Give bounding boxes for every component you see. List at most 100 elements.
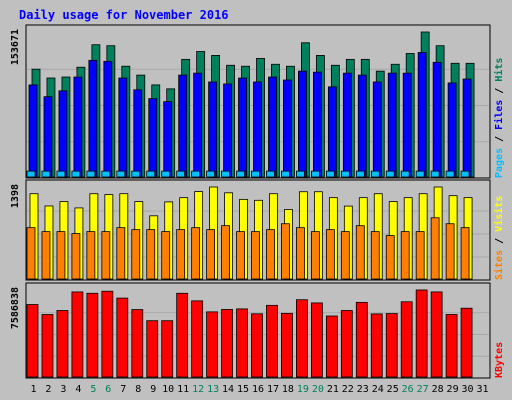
bar-sites	[236, 231, 245, 280]
panel-kbytes: 7586838 KBytes	[10, 282, 505, 379]
day-axis-labels: 1 2 3 4 5 6 7 8 9 10 11 12 13 14 15 16 17 18 19 20 21 22 23 24 2…	[30, 384, 488, 395]
day-label: 16	[252, 384, 264, 395]
bar-pages	[146, 170, 156, 178]
bar-pages	[56, 170, 66, 178]
day-label: 6	[105, 384, 111, 395]
bar-kbytes	[191, 300, 204, 378]
bar-pages	[400, 170, 410, 178]
day-label: 23	[357, 384, 369, 395]
bar-pages	[41, 170, 51, 178]
bar-files	[268, 76, 277, 178]
bar-kbytes	[251, 313, 263, 378]
day-label: 31	[476, 384, 488, 395]
day-label: 14	[222, 384, 234, 395]
bar-files	[118, 77, 128, 178]
side-legend-label: Pages / Files / Hits	[493, 58, 505, 178]
bar-kbytes	[176, 292, 189, 378]
bar-files	[312, 71, 322, 178]
bar-pages	[131, 170, 141, 178]
day-label: 27	[417, 384, 429, 395]
side-legend-label: KBytes	[494, 342, 505, 378]
day-label: 17	[267, 384, 279, 395]
bar-files	[342, 72, 352, 178]
bar-sites	[340, 231, 350, 280]
day-label: 11	[177, 384, 189, 395]
legend-separator: /	[494, 232, 505, 250]
bar-files	[73, 76, 83, 178]
side-legend-label: Sites / Visits	[493, 196, 505, 280]
bar-files	[387, 72, 397, 178]
y-max-label: 7586838	[10, 287, 21, 329]
legend-separator: /	[494, 82, 505, 100]
bar-files	[462, 78, 472, 178]
bar-kbytes	[430, 291, 443, 378]
bar-pages	[340, 170, 350, 178]
legend-files: Files	[493, 100, 505, 130]
bar-pages	[71, 170, 81, 178]
bar-pages	[116, 170, 126, 178]
bar-sites	[430, 217, 440, 280]
bar-pages	[325, 170, 335, 178]
y-max-label: 153671	[10, 29, 21, 65]
panel-hits-files-pages: 153671 Pages / Files / Hits	[10, 24, 505, 179]
bar-sites	[86, 231, 96, 280]
bar-files	[372, 81, 382, 178]
bar-kbytes	[131, 309, 144, 378]
day-label: 1	[30, 384, 36, 395]
bar-pages	[26, 170, 36, 178]
bar-pages	[355, 170, 365, 178]
y-max-label: 1398	[10, 184, 21, 208]
bar-sites	[176, 229, 186, 280]
bar-kbytes	[310, 302, 323, 378]
bar-kbytes	[266, 304, 278, 378]
day-label: 12	[192, 384, 204, 395]
bar-files	[208, 81, 218, 178]
bar-sites	[161, 231, 171, 280]
bar-files	[357, 74, 367, 178]
bar-pages	[161, 170, 171, 178]
bar-kbytes	[101, 290, 114, 378]
bar-pages	[236, 170, 245, 178]
bar-kbytes	[206, 311, 219, 378]
bar-pages	[370, 170, 380, 178]
bar-pages	[191, 170, 201, 178]
bar-files	[58, 90, 68, 178]
bar-kbytes	[221, 309, 233, 378]
day-label: 20	[312, 384, 324, 395]
day-label: 25	[387, 384, 399, 395]
bar-sites	[370, 231, 380, 280]
bar-kbytes	[56, 310, 69, 378]
bar-pages	[251, 170, 260, 178]
bar-files	[417, 52, 427, 178]
bar-files	[447, 82, 457, 178]
bar-files	[432, 61, 442, 178]
bar-pages	[385, 170, 395, 178]
chart-panels: 153671 Pages / Files / Hits 1398 Sites / Vi…	[10, 24, 505, 379]
bar-kbytes	[400, 301, 413, 378]
bar-kbytes	[340, 310, 353, 378]
bar-sites	[221, 225, 230, 280]
bar-sites	[56, 231, 66, 280]
bar-sites	[355, 225, 365, 280]
day-label: 26	[402, 384, 414, 395]
bar-kbytes	[26, 304, 39, 378]
bar-files	[178, 74, 188, 178]
bar-sites	[191, 227, 201, 280]
bar-sites	[116, 227, 126, 280]
bar-pages	[281, 170, 290, 178]
bar-kbytes	[460, 307, 473, 378]
bar-kbytes	[385, 313, 398, 378]
bar-pages	[101, 170, 111, 178]
day-label: 30	[462, 384, 474, 395]
legend-separator: /	[494, 130, 505, 148]
bar-kbytes	[86, 292, 99, 378]
bar-sites	[415, 231, 425, 280]
bar-files	[402, 72, 412, 178]
bar-files	[28, 84, 38, 178]
bar-files	[163, 101, 173, 178]
bar-kbytes	[161, 320, 174, 378]
day-label: 8	[135, 384, 141, 395]
bar-sites	[460, 227, 470, 280]
day-label: 5	[90, 384, 96, 395]
day-label: 9	[150, 384, 156, 395]
